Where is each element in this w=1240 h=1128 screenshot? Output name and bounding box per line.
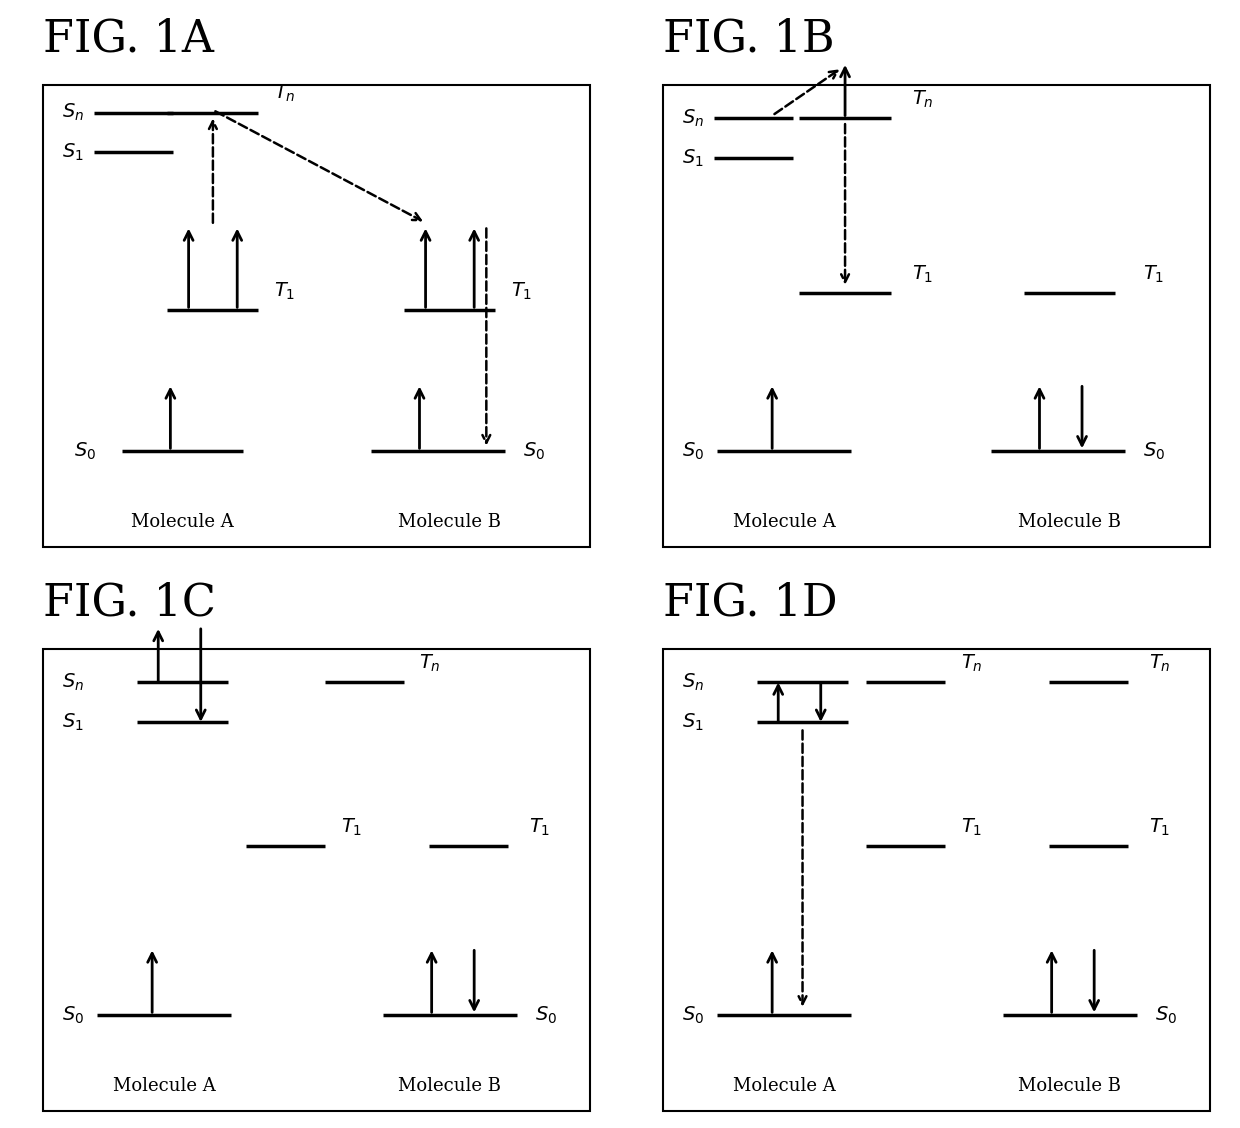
Text: Molecule B: Molecule B bbox=[1018, 513, 1121, 530]
Text: Molecule A: Molecule A bbox=[733, 1077, 836, 1094]
Text: $T_1$: $T_1$ bbox=[1143, 264, 1164, 284]
Text: $S_1$: $S_1$ bbox=[62, 712, 84, 732]
Text: Molecule B: Molecule B bbox=[1018, 1077, 1121, 1094]
Text: $T_n$: $T_n$ bbox=[274, 83, 295, 104]
Text: $T_1$: $T_1$ bbox=[1149, 817, 1171, 837]
Text: Molecule A: Molecule A bbox=[733, 513, 836, 530]
Text: $T_n$: $T_n$ bbox=[1149, 653, 1171, 673]
Text: Molecule A: Molecule A bbox=[113, 1077, 216, 1094]
Bar bbox=[662, 649, 1209, 1111]
Text: $S_0$: $S_0$ bbox=[74, 441, 97, 461]
Bar bbox=[662, 85, 1209, 547]
Text: Molecule A: Molecule A bbox=[131, 513, 234, 530]
Text: $T_1$: $T_1$ bbox=[961, 817, 982, 837]
Text: $T_1$: $T_1$ bbox=[528, 817, 551, 837]
Text: FIG. 1B: FIG. 1B bbox=[662, 17, 835, 60]
Text: $S_0$: $S_0$ bbox=[534, 1005, 557, 1025]
Text: $T_n$: $T_n$ bbox=[911, 89, 934, 109]
Text: FIG. 1D: FIG. 1D bbox=[662, 581, 837, 624]
Text: $S_1$: $S_1$ bbox=[682, 148, 704, 168]
Text: $T_n$: $T_n$ bbox=[419, 653, 441, 673]
Text: $S_0$: $S_0$ bbox=[682, 441, 704, 461]
Text: Molecule B: Molecule B bbox=[398, 513, 501, 530]
Text: $T_1$: $T_1$ bbox=[274, 281, 295, 302]
Text: $S_1$: $S_1$ bbox=[682, 712, 704, 732]
Text: $S_n$: $S_n$ bbox=[62, 103, 84, 123]
Text: $S_1$: $S_1$ bbox=[62, 142, 84, 162]
Bar bbox=[42, 649, 590, 1111]
Text: FIG. 1C: FIG. 1C bbox=[42, 581, 216, 624]
Text: $S_n$: $S_n$ bbox=[62, 672, 84, 693]
Text: Molecule B: Molecule B bbox=[398, 1077, 501, 1094]
Text: $T_1$: $T_1$ bbox=[341, 817, 362, 837]
Text: FIG. 1A: FIG. 1A bbox=[42, 17, 213, 60]
Text: $S_0$: $S_0$ bbox=[62, 1005, 84, 1025]
Text: $T_1$: $T_1$ bbox=[911, 264, 934, 284]
Text: $S_0$: $S_0$ bbox=[1154, 1005, 1177, 1025]
Text: $S_n$: $S_n$ bbox=[682, 108, 704, 129]
Bar bbox=[42, 85, 590, 547]
Text: $S_n$: $S_n$ bbox=[682, 672, 704, 693]
Text: $S_0$: $S_0$ bbox=[523, 441, 544, 461]
Text: $T_n$: $T_n$ bbox=[961, 653, 982, 673]
Text: $T_1$: $T_1$ bbox=[511, 281, 532, 302]
Text: $S_0$: $S_0$ bbox=[682, 1005, 704, 1025]
Text: $S_0$: $S_0$ bbox=[1143, 441, 1164, 461]
